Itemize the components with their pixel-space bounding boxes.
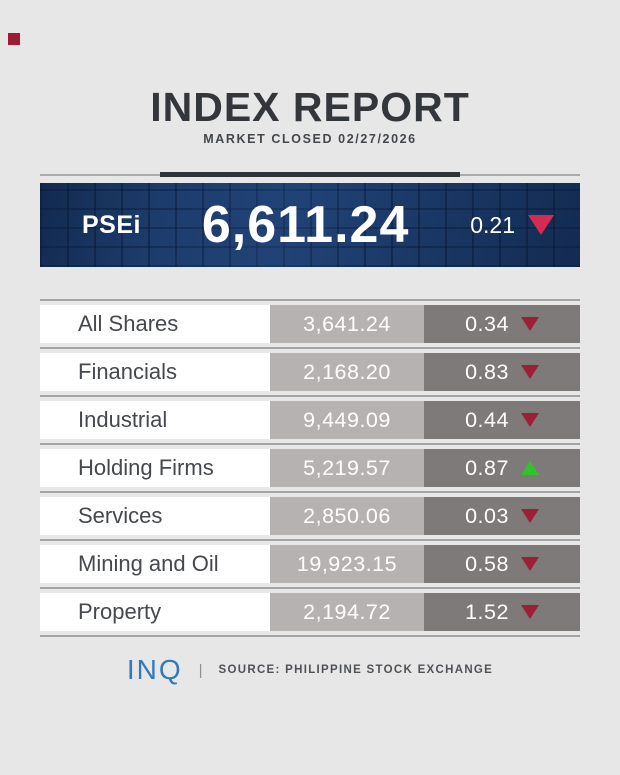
index-change-cell: 0.58 [424,545,580,583]
corner-marker [8,33,20,45]
index-change-cell: 0.03 [424,497,580,535]
index-change-value: 0.44 [465,407,509,432]
triangle-down-icon [520,605,539,619]
psei-value: 6,611.24 [201,196,410,254]
source-attribution: SOURCE: PHILIPPINE STOCK EXCHANGE [218,664,494,676]
page-title: INDEX REPORT [150,84,470,130]
row-separator [40,443,580,445]
table-row: Financials 2,168.20 0.83 [40,353,580,391]
header-divider [40,172,580,178]
table-row: Mining and Oil 19,923.15 0.58 [40,545,580,583]
index-name: Property [40,593,270,631]
index-name: Financials [40,353,270,391]
index-change-value: 0.34 [465,311,509,336]
psei-change-value: 0.21 [470,211,515,238]
index-change-cell: 0.34 [424,305,580,343]
index-name: All Shares [40,305,270,343]
index-name: Services [40,497,270,535]
row-separator [40,395,580,397]
index-name: Mining and Oil [40,545,270,583]
row-separator [40,491,580,493]
row-separator [40,587,580,589]
index-value: 19,923.15 [270,545,424,583]
triangle-down-icon [528,215,554,235]
table-row: Industrial 9,449.09 0.44 [40,401,580,439]
table-row: Services 2,850.06 0.03 [40,497,580,535]
index-name: Holding Firms [40,449,270,487]
psei-banner: PSEi 6,611.24 0.21 [40,183,580,267]
triangle-down-icon [520,413,539,427]
index-change-cell: 0.87 [424,449,580,487]
index-value: 5,219.57 [270,449,424,487]
index-change-value: 0.83 [465,359,509,384]
row-separator [40,635,580,637]
table-row: All Shares 3,641.24 0.34 [40,305,580,343]
index-name: Industrial [40,401,270,439]
table-row: Property 2,194.72 1.52 [40,593,580,631]
index-value: 2,168.20 [270,353,424,391]
market-status-subtitle: MARKET CLOSED 02/27/2026 [203,132,417,146]
row-separator [40,539,580,541]
index-table: All Shares 3,641.24 0.34 Financials 2,16… [40,295,580,641]
index-change-value: 0.58 [465,551,509,576]
index-change-cell: 0.83 [424,353,580,391]
index-value: 3,641.24 [270,305,424,343]
footer-separator: | [198,661,203,679]
index-value: 2,850.06 [270,497,424,535]
index-change-value: 0.03 [465,503,509,528]
table-row: Holding Firms 5,219.57 0.87 [40,449,580,487]
row-separator [40,347,580,349]
inq-logo: INQ [126,654,183,685]
footer: INQ | SOURCE: PHILIPPINE STOCK EXCHANGE [0,651,620,689]
triangle-down-icon [520,557,539,571]
triangle-down-icon [520,509,539,523]
triangle-down-icon [520,317,539,331]
index-value: 2,194.72 [270,593,424,631]
index-change-cell: 1.52 [424,593,580,631]
divider-thick-line [160,172,460,177]
row-separator [40,299,580,301]
index-change-value: 1.52 [465,599,509,624]
triangle-down-icon [520,365,539,379]
index-value: 9,449.09 [270,401,424,439]
psei-change: 0.21 [470,212,554,239]
triangle-up-icon [520,461,539,475]
index-change-value: 0.87 [465,455,509,480]
psei-label: PSEi [82,210,141,239]
index-change-cell: 0.44 [424,401,580,439]
